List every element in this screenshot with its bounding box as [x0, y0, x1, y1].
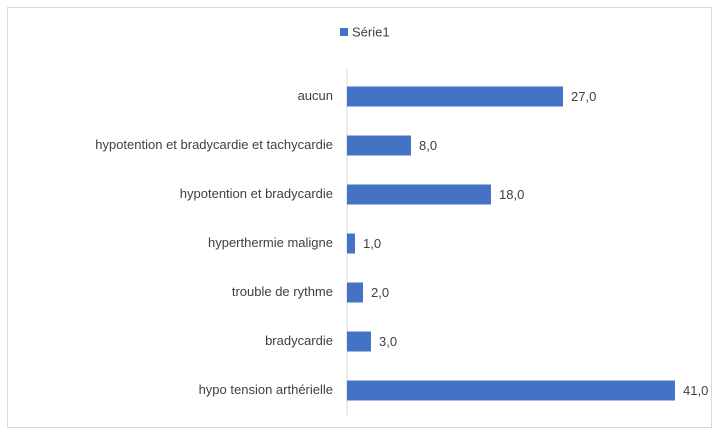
- value-label: 3,0: [379, 334, 397, 349]
- value-label: 18,0: [499, 187, 524, 202]
- bar: [347, 86, 563, 107]
- value-label: 27,0: [571, 89, 596, 104]
- bar: [347, 184, 491, 205]
- y-tick-label: hypotention et bradycardie et tachycardi…: [95, 137, 333, 152]
- y-tick-label: trouble de rythme: [232, 284, 333, 299]
- value-label: 1,0: [363, 236, 381, 251]
- value-label: 41,0: [683, 383, 708, 398]
- bar: [347, 331, 371, 352]
- y-tick-label: bradycardie: [265, 333, 333, 348]
- bar: [347, 282, 363, 303]
- bar: [347, 135, 411, 156]
- y-tick-label: hypo tension arthérielle: [199, 382, 333, 397]
- legend-swatch: [340, 28, 348, 36]
- bar: [347, 233, 355, 254]
- chart-border: [7, 7, 712, 428]
- value-label: 8,0: [419, 138, 437, 153]
- legend-label: Série1: [352, 24, 390, 39]
- y-tick-label: aucun: [298, 88, 333, 103]
- y-tick-label: hyperthermie maligne: [208, 235, 333, 250]
- bar: [347, 380, 675, 401]
- value-label: 2,0: [371, 285, 389, 300]
- y-tick-label: hypotention et bradycardie: [180, 186, 333, 201]
